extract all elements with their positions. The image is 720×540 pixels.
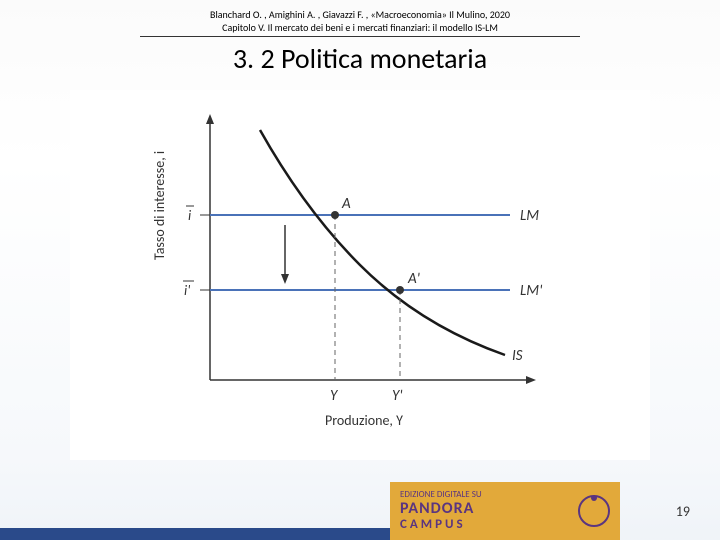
- svg-text:i: i: [188, 207, 192, 224]
- yprime-tick: Y': [392, 387, 403, 405]
- pandora-main: PANDORA: [400, 500, 482, 518]
- lmprime-label: LM': [520, 282, 543, 300]
- page-number: 19: [676, 503, 690, 520]
- y-tick: Y: [330, 387, 339, 405]
- svg-text:i': i': [184, 282, 190, 299]
- citation-line1: Blanchard O. , Amighini A. , Giavazzi F.…: [0, 0, 720, 21]
- citation-line2: Capitolo V. Il mercato dei beni e i merc…: [140, 21, 580, 37]
- pandora-sub: CAMPUS: [400, 518, 482, 532]
- lm-label: LM: [520, 207, 539, 225]
- pandora-logo-icon: [578, 495, 610, 527]
- chart-svg: LM LM' IS A A' i i': [130, 100, 590, 440]
- page-title: 3. 2 Politica monetaria: [0, 41, 720, 76]
- islm-chart: LM LM' IS A A' i i': [70, 90, 650, 460]
- point-aprime: A': [407, 270, 421, 288]
- ylabel: Tasso di interesse, i: [151, 151, 168, 260]
- footer-bar: [0, 528, 395, 540]
- footer: EDIZIONE DIGITALE SU PANDORA CAMPUS 19: [0, 480, 720, 540]
- xlabel: Produzione, Y: [325, 412, 403, 429]
- is-label: IS: [512, 347, 523, 365]
- point-a: A: [341, 195, 351, 213]
- pandora-badge: EDIZIONE DIGITALE SU PANDORA CAMPUS: [390, 482, 620, 540]
